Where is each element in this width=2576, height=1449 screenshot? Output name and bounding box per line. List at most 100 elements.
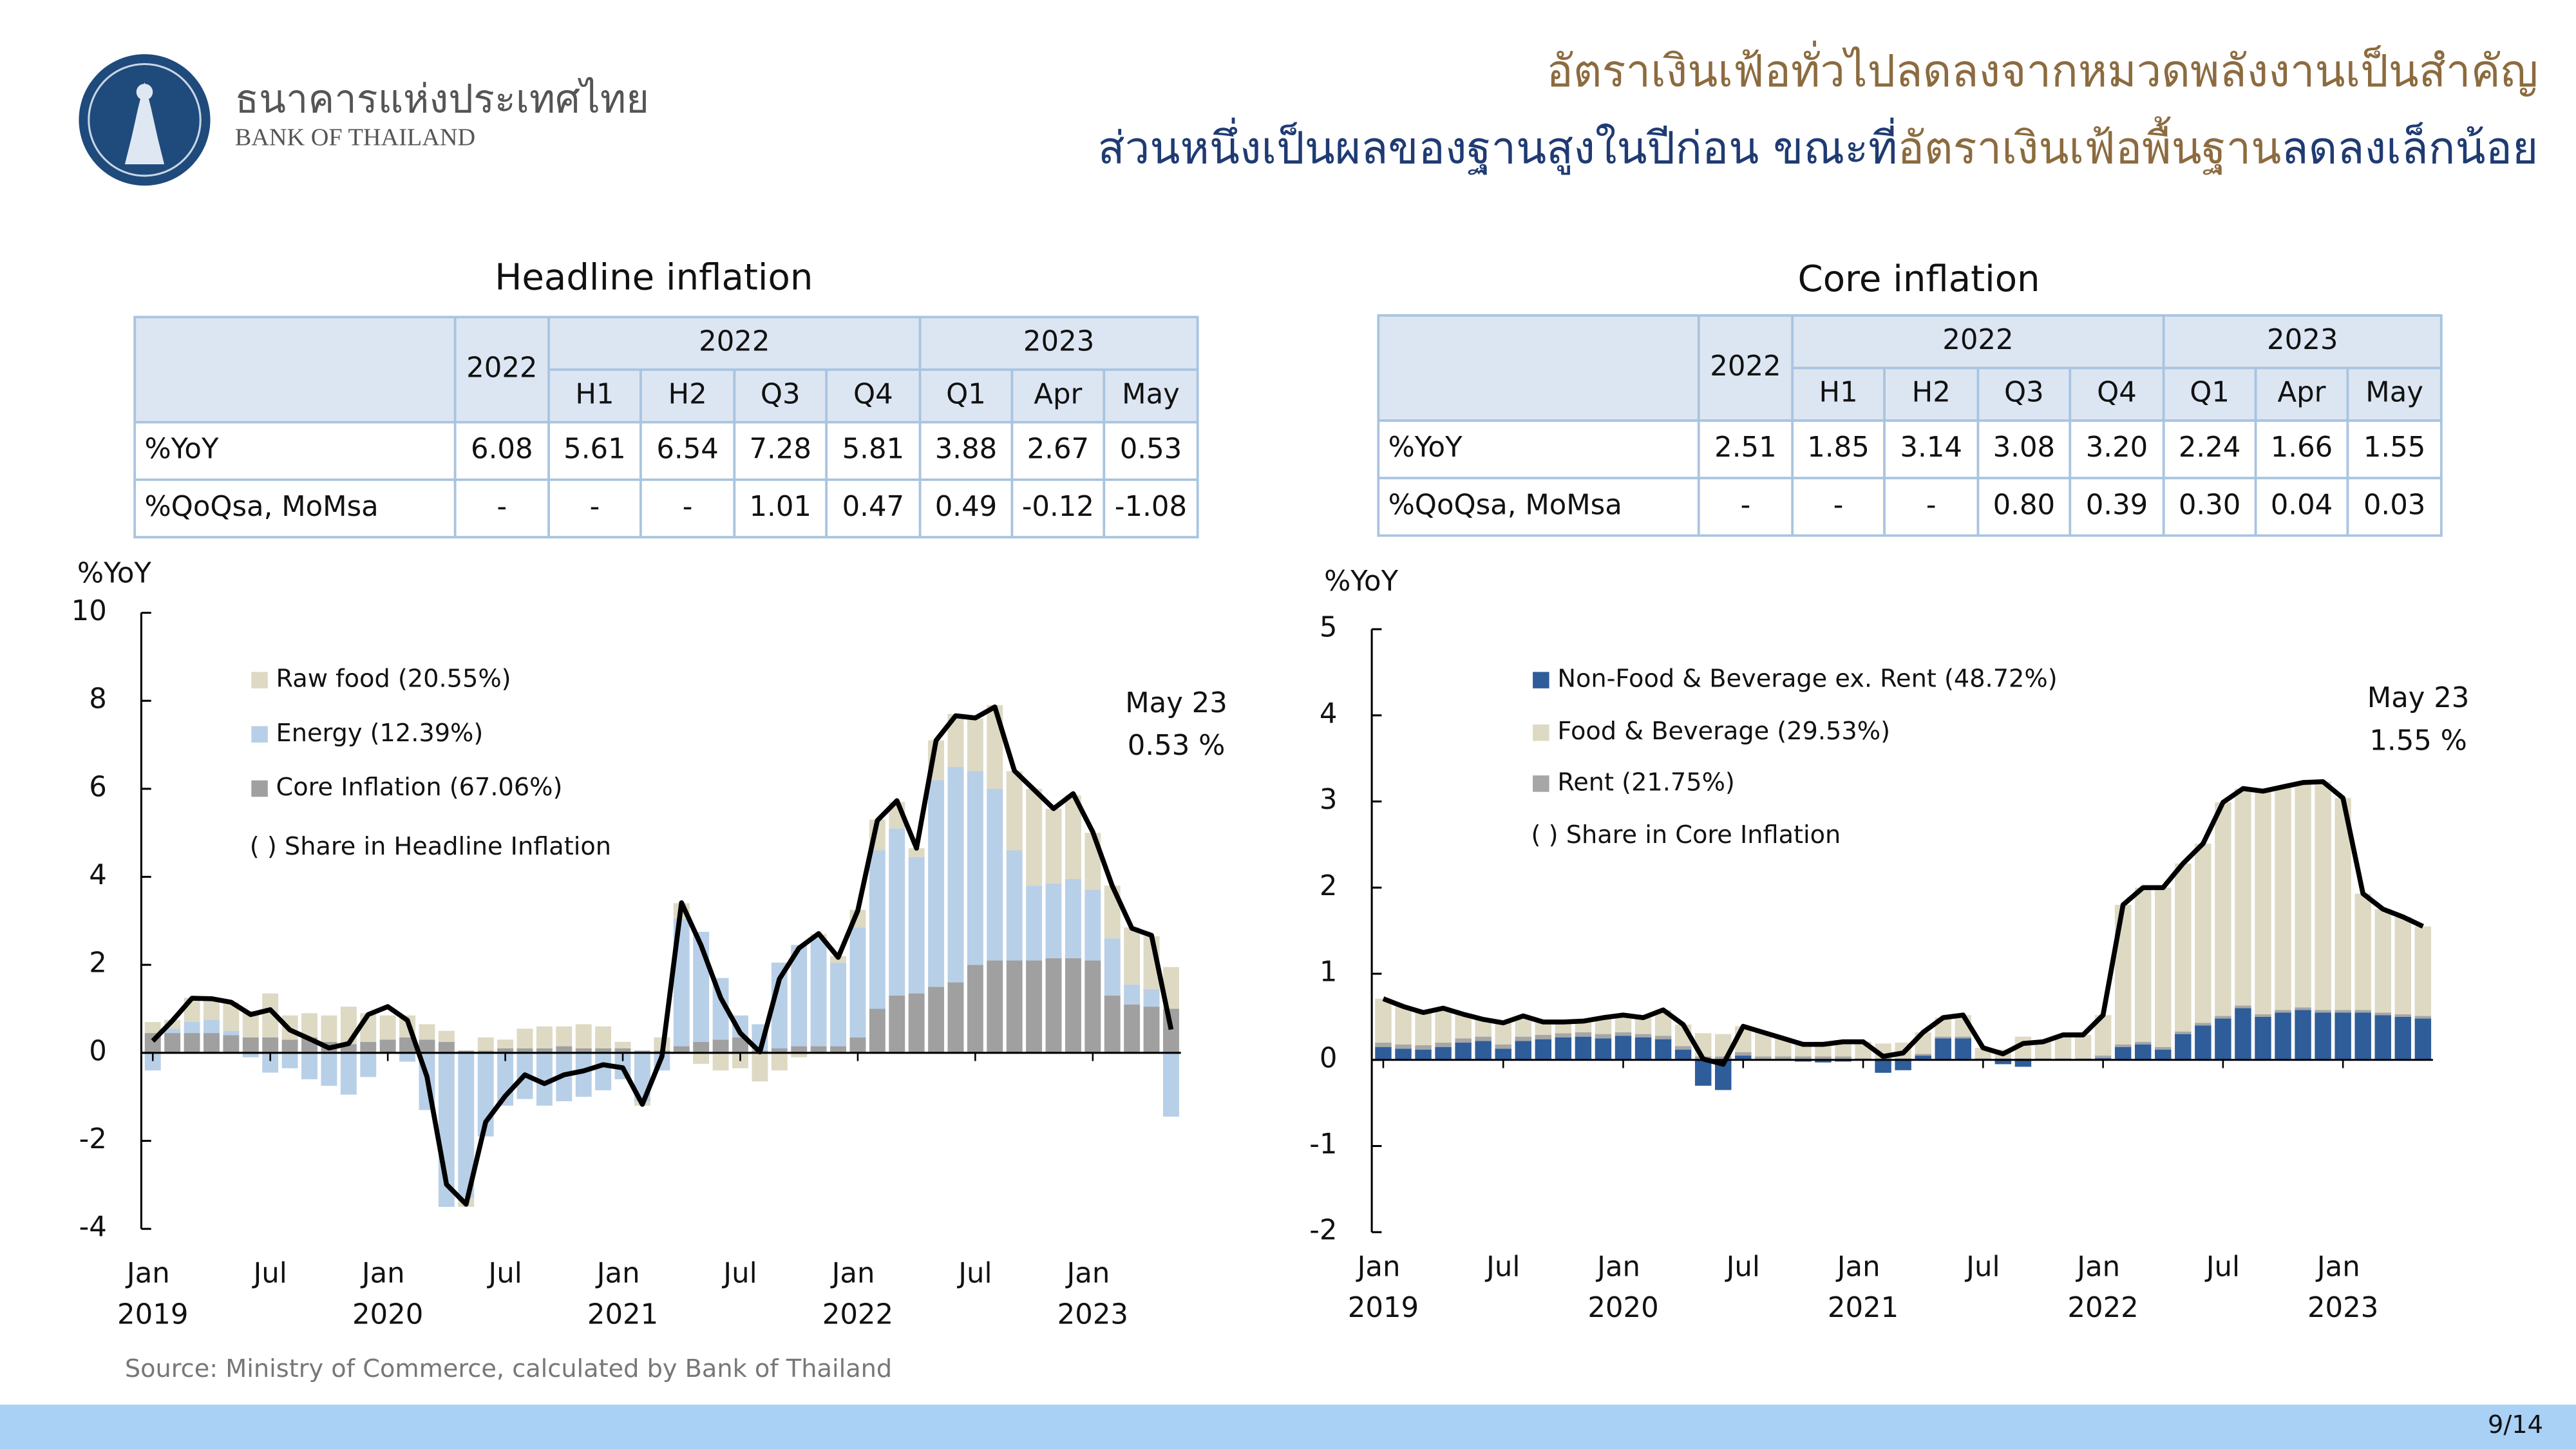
bar [967,771,983,965]
chart-title: Core inflation [1798,258,2040,300]
bar [1535,1021,1552,1035]
table-subheader: H2 [668,378,707,410]
table-cell: 2.67 [1027,433,1090,466]
table-cell: 1.85 [1807,431,1870,464]
bar [2255,791,2271,1014]
bar [1006,771,1023,851]
bar [2354,1012,2371,1060]
table-cell: 3.14 [1900,431,1962,464]
title-part: อัตราเงินเฟ้อพื้นฐาน [1898,117,2282,175]
line [151,704,1174,1207]
table-header: 2022 [699,326,770,358]
table-cell: 3.08 [1993,431,2056,464]
bar [1395,1044,1412,1049]
x-tick-label-part: Jul [2204,1251,2240,1283]
bar [1375,1046,1392,1060]
bar [1634,1037,1652,1060]
bar [360,1052,377,1077]
bar [2175,863,2192,1032]
bar [1495,1048,1511,1060]
x-tick-label-part: Jan [1835,1251,1889,1283]
legend-swatch [1533,672,1549,688]
bar [2235,788,2251,1006]
bar [771,1048,788,1053]
bar [1084,960,1101,1053]
legend-swatch [1533,724,1549,741]
bar [477,1037,494,1051]
x-tick-label: Jul [956,1257,992,1289]
table-cell: 3.20 [2086,431,2148,464]
bar [791,1052,808,1057]
bar [1045,808,1062,884]
table-row-label: %QoQsa, MoMsa [144,491,378,523]
bar [1955,1038,1972,1060]
table-header: 2023 [2267,324,2338,356]
bar [497,1039,514,1049]
bar [2255,1016,2271,1060]
bar [262,1037,279,1053]
table-cell: - [1741,489,1751,521]
table-cell: - [683,491,693,523]
bar [575,1048,592,1053]
y-tick-label: 6 [89,771,107,803]
annotation: May 23 [2367,682,2470,714]
bar [360,1041,377,1053]
bar [438,1041,455,1053]
bar [2414,1016,2432,1019]
x-tick-label: Jan 2020 [1587,1251,1658,1324]
legend-swatch [1533,775,1549,792]
bar [184,1033,200,1053]
x-tick-label-part: 2020 [1587,1292,1658,1324]
table-cell: 0.39 [2086,489,2148,521]
table-cell: 0.53 [1120,433,1182,466]
bar [1026,788,1043,886]
bar [2354,1010,2371,1013]
bar [810,1046,827,1053]
bar [1124,927,1141,985]
table-subheader: May [2365,377,2423,409]
bar [1495,1044,1511,1049]
x-tick-label-part: Jul [252,1257,287,1289]
bar [1455,1043,1472,1060]
table-cell: 5.61 [564,433,626,466]
bar [1395,1048,1412,1060]
bar [830,962,846,1046]
x-tick-label-part: Jan [595,1257,649,1289]
bar [987,788,1003,961]
table-cell: 5.81 [842,433,905,466]
annotation: May 23 [1125,687,1227,719]
y-axis-label: %YoY [77,557,151,589]
x-tick-label: Jan 2023 [1057,1257,1128,1331]
bar [1575,1021,1592,1032]
bar [595,1052,612,1090]
bar [2354,893,2371,1010]
bar [458,1050,475,1053]
bar [1475,1041,1492,1060]
bar [2374,1012,2391,1016]
x-tick-label: Jan 2020 [352,1257,423,1331]
bar [2374,1015,2391,1060]
table-subheader: H1 [1819,377,1857,409]
table-row-label: %QoQsa, MoMsa [1388,489,1622,521]
bar [2175,1031,2192,1034]
bar [2295,1010,2311,1060]
x-tick-label-part: Jul [1725,1251,1760,1283]
table-cell: - [1833,489,1844,521]
y-tick-label: 3 [1320,784,1338,816]
table-cell: 1.66 [2271,431,2333,464]
bar [1163,1009,1179,1053]
x-tick-label-part: Jul [486,1257,522,1289]
bar [614,1041,631,1049]
bar [281,1052,298,1068]
bar [2235,1005,2251,1009]
logo [79,54,211,186]
x-tick-label-part: Jul [1484,1251,1520,1283]
bar [1104,996,1121,1053]
bar [516,1048,533,1053]
bar [223,1035,240,1053]
bar [301,1013,317,1037]
bar [1415,1012,1432,1046]
bar [1775,1056,1792,1060]
bar [1006,850,1023,961]
